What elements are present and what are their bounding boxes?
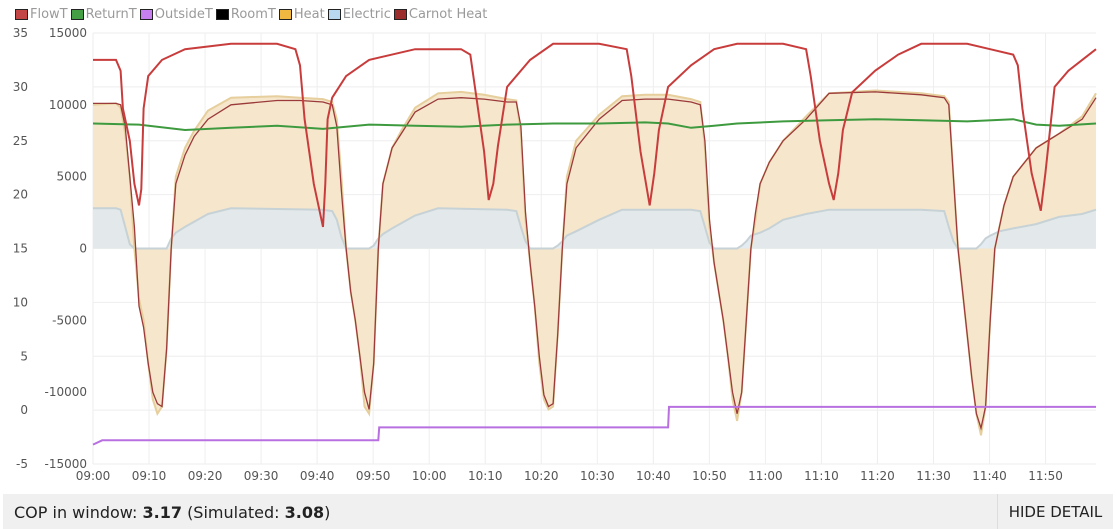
legend-label: ReturnT [85,6,137,22]
y-right-tick-label: 15000 [49,26,87,40]
x-tick-label: 11:40 [972,469,1007,483]
x-tick-label: 09:10 [132,469,167,483]
sim-value: 3.08 [284,503,325,522]
legend-label: Electric [342,6,391,22]
x-tick-label: 09:20 [188,469,223,483]
x-tick-label: 11:20 [860,469,895,483]
legend-swatch [215,8,229,20]
x-tick-label: 10:10 [468,469,503,483]
y-left-tick-label: 20 [13,188,28,202]
legend-label: Heat [293,6,325,22]
x-tick-label: 09:30 [244,469,279,483]
sim-label: (Simulated: [187,503,280,522]
series-heat-area [93,90,1096,436]
series-flowt-line [93,42,1097,228]
cop-label: COP in window: [14,503,138,522]
x-tick-label: 11:30 [916,469,951,483]
legend-item-flowt[interactable]: FlowT [15,7,68,22]
x-tick-label: 10:20 [524,469,559,483]
legend-swatch [327,8,341,20]
y-left-tick-label: 15 [13,242,28,256]
y-left-tick-label: -5 [16,457,28,471]
legend-label: Carnot Heat [408,6,488,22]
legend-item-roomt[interactable]: RoomT [215,6,276,22]
y-left-tick-label: 0 [20,403,28,417]
legend-item-returnt[interactable]: ReturnT [70,6,137,22]
legend-label: OutsideT [154,6,213,22]
legend-item-electric[interactable]: Electric [327,6,391,22]
legend-swatch [139,8,153,20]
legend-swatch [15,8,28,20]
legend-item-heat[interactable]: Heat [278,6,325,22]
y-right-tick-label: -10000 [44,385,87,399]
legend-item-carnot-heat[interactable]: Carnot Heat [393,6,488,22]
x-tick-label: 10:30 [580,469,615,483]
y-left-tick-label: 10 [13,295,28,309]
y-right-tick-label: 10000 [49,98,87,112]
x-tick-label: 10:40 [636,469,671,483]
chart-legend: FlowT ReturnT OutsideT RoomT Heat Electric Car… [15,6,490,22]
sim-close: ) [324,503,331,522]
cop-summary: COP in window: 3.17 (Simulated: 3.08) [14,503,330,522]
legend-swatch [70,8,84,20]
legend-swatch [393,8,407,20]
series-outsidet-line [92,405,1096,446]
hide-detail-button[interactable]: HIDE DETAIL [997,494,1113,529]
footer-bar: COP in window: 3.17 (Simulated: 3.08) HI… [3,494,1113,529]
cop-value: 3.17 [142,503,182,522]
y-left-tick-label: 30 [13,80,28,94]
legend-swatch [278,8,292,20]
x-tick-label: 09:40 [300,469,335,483]
chart: 35 30 25 20 15 10 5 0 -5 15000 10000 5000 0 -5000 -100… [13,26,1097,483]
x-tick-label: 11:00 [748,469,783,483]
y-left-tick-label: 5 [20,349,28,363]
x-tick-label: 11:10 [804,469,839,483]
legend-label: FlowT [30,6,68,22]
y-right-tick-label: 0 [79,242,87,256]
legend-item-outsidet[interactable]: OutsideT [139,6,213,22]
series-heat-line [92,89,1097,436]
x-tick-label: 10:00 [412,469,447,483]
y-right-tick-label: 5000 [56,170,87,184]
y-right-tick-label: -15000 [44,457,87,471]
x-tick-label: 10:50 [692,469,727,483]
x-tick-label: 11:50 [1028,469,1063,483]
y-left-tick-label: 25 [13,134,28,148]
x-tick-label: 09:50 [356,469,391,483]
y-right-tick-label: -5000 [52,313,87,327]
series-carnot-heat-line [93,91,1097,431]
y-left-tick-label: 35 [13,26,28,40]
x-tick-label: 09:00 [76,469,111,483]
legend-label: RoomT [230,6,276,22]
series-electric-area [93,208,1096,249]
series-returnt-line [92,118,1097,132]
